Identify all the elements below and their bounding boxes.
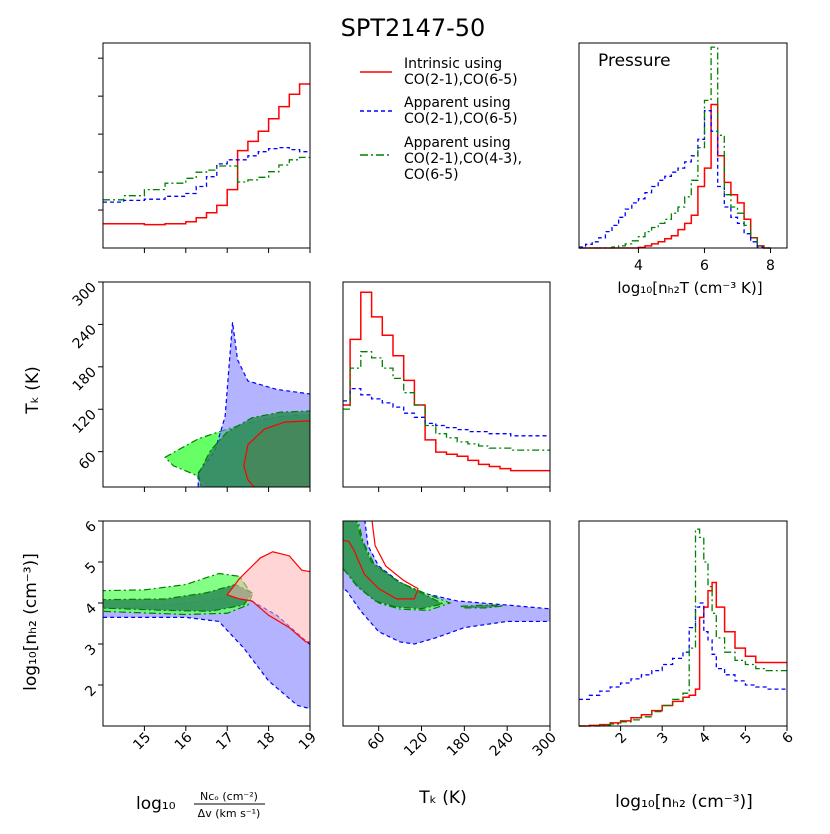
- pressure-hist-xtick-label: 6: [700, 258, 709, 274]
- nh2-ncol-contour-frame: [102, 520, 311, 727]
- nh2-ncol-contour-ytick-label: 3: [82, 642, 100, 660]
- nh2-tk-contour-apparent3-sliver: [460, 604, 504, 609]
- nh2-ncol-contour-xtick-label: 19: [296, 730, 320, 754]
- nh2-ncol-contour-apparent3-inner: [103, 583, 253, 612]
- tk-ncol-contour-ytick-label: 60: [76, 449, 100, 473]
- legend-label-apparent3-2: CO(2-1),CO(4-3),: [404, 151, 522, 167]
- panel-pressure-histogram: 4 6 8: [578, 42, 788, 274]
- nh2-ncol-contour-xtick-label: 16: [172, 729, 196, 753]
- figure-title: SPT2147-50: [341, 14, 486, 42]
- ncol-hist-frame: [102, 42, 311, 249]
- nh2-hist-series-1: [579, 602, 787, 701]
- nh2-hist-xtick-label: 5: [738, 730, 756, 748]
- tk-hist-series-1: [343, 387, 550, 437]
- nh2-ncol-contour-ytick-label: 6: [82, 518, 100, 536]
- tk-xlabel: Tₖ (K): [418, 788, 466, 808]
- nh2-tk-contour-apparent3-inner: [343, 521, 445, 610]
- ncol-xlabel-prefix: log₁₀: [136, 794, 176, 814]
- nh2-ylabel: log₁₀[nₕ₂ (cm⁻³)]: [21, 553, 41, 691]
- legend: Intrinsic using CO(2-1),CO(6-5) Apparent…: [360, 56, 522, 183]
- nh2-tk-contour-xtick-label: 300: [530, 730, 560, 760]
- ncol-hist-series-0: [103, 83, 310, 226]
- pressure-hist-series-2: [579, 46, 771, 249]
- pressure-hist-series-1: [579, 110, 771, 249]
- nh2-ncol-contour-ytick-label: 4: [82, 600, 100, 618]
- tk-ncol-contour-ytick-label: 240: [70, 322, 100, 352]
- nh2-tk-contour-frame: [342, 520, 551, 727]
- tk-hist-frame: [342, 281, 551, 488]
- nh2-xlabel: log₁₀[nₕ₂ (cm⁻³)]: [615, 792, 753, 812]
- tk-hist-series-0: [343, 291, 550, 472]
- panel-nh2-vs-tk-contour: 60 120 180 240 300: [342, 520, 560, 760]
- ncol-hist-series-1: [103, 146, 310, 203]
- ncol-xlabel-denominator: Δv (km s⁻¹): [198, 807, 261, 820]
- legend-label-apparent3-3: CO(6-5): [404, 167, 459, 183]
- nh2-hist-xtick-label: 2: [613, 730, 631, 748]
- ncol-hist-series-2: [103, 156, 310, 201]
- nh2-ncol-contour-intrinsic: [226, 551, 310, 643]
- nh2-ncol-contour-xtick-label: 17: [213, 730, 237, 754]
- tk-ncol-contour-ytick-label: 180: [70, 364, 100, 394]
- pressure-hist-xtick-label: 8: [766, 258, 775, 274]
- tk-ncol-contour-intrinsic: [243, 420, 310, 487]
- panel-nh2-histogram: 2 3 4 5 6: [578, 520, 797, 748]
- legend-label-intrinsic-1: Intrinsic using: [404, 56, 502, 72]
- nh2-tk-contour-xtick-label: 240: [487, 730, 517, 760]
- pressure-hist-frame: [578, 42, 788, 249]
- tk-ncol-contour-ytick-label: 300: [70, 280, 100, 310]
- pressure-panel-title: Pressure: [598, 51, 671, 71]
- nh2-ncol-contour-ytick-label: 2: [82, 683, 100, 701]
- ncol-xlabel-numerator: Nᴄₒ (cm⁻²): [200, 790, 258, 803]
- pressure-hist-series-0: [579, 103, 771, 249]
- nh2-hist-xtick-label: 3: [654, 730, 672, 748]
- nh2-ncol-contour-xtick-label: 15: [130, 730, 154, 754]
- nh2-tk-contour-apparent2: [343, 521, 550, 645]
- panel-tk-vs-ncol-contour: 60 120 180 240 300: [70, 280, 311, 492]
- panel-nh2-vs-ncol-contour: 2 3 4 5 6 15 16 17 18 19: [82, 518, 320, 753]
- nh2-tk-contour-xtick-label: 60: [365, 730, 389, 754]
- legend-label-apparent3-1: Apparent using: [404, 135, 511, 151]
- tk-ncol-contour-frame: [102, 281, 311, 488]
- nh2-hist-xtick-label: 4: [696, 729, 714, 747]
- tk-ncol-contour-ytick-label: 120: [70, 407, 100, 437]
- nh2-tk-contour-xtick-label: 120: [401, 730, 431, 760]
- nh2-ncol-contour-ytick-label: 5: [82, 560, 100, 578]
- nh2-hist-xtick-label: 6: [779, 729, 797, 747]
- pressure-hist-xtick-label: 4: [634, 258, 643, 274]
- legend-label-apparent2-1: Apparent using: [404, 95, 511, 111]
- legend-label-intrinsic-2: CO(2-1),CO(6-5): [404, 72, 518, 88]
- legend-label-apparent2-2: CO(2-1),CO(6-5): [404, 111, 518, 127]
- nh2-hist-frame: [578, 520, 788, 727]
- nh2-tk-contour-intrinsic: [343, 521, 419, 600]
- nh2-hist-series-2: [579, 528, 787, 727]
- tk-hist-series-2: [343, 351, 550, 451]
- panel-tk-histogram: [342, 281, 551, 492]
- tk-ylabel: Tₖ (K): [23, 366, 43, 414]
- nh2-ncol-contour-xtick-label: 18: [255, 730, 279, 754]
- panel-ncol-histogram: [98, 42, 311, 253]
- pressure-xlabel: log₁₀[nₕ₂T (cm⁻³ K)]: [617, 279, 762, 297]
- nh2-tk-contour-xtick-label: 180: [444, 730, 474, 760]
